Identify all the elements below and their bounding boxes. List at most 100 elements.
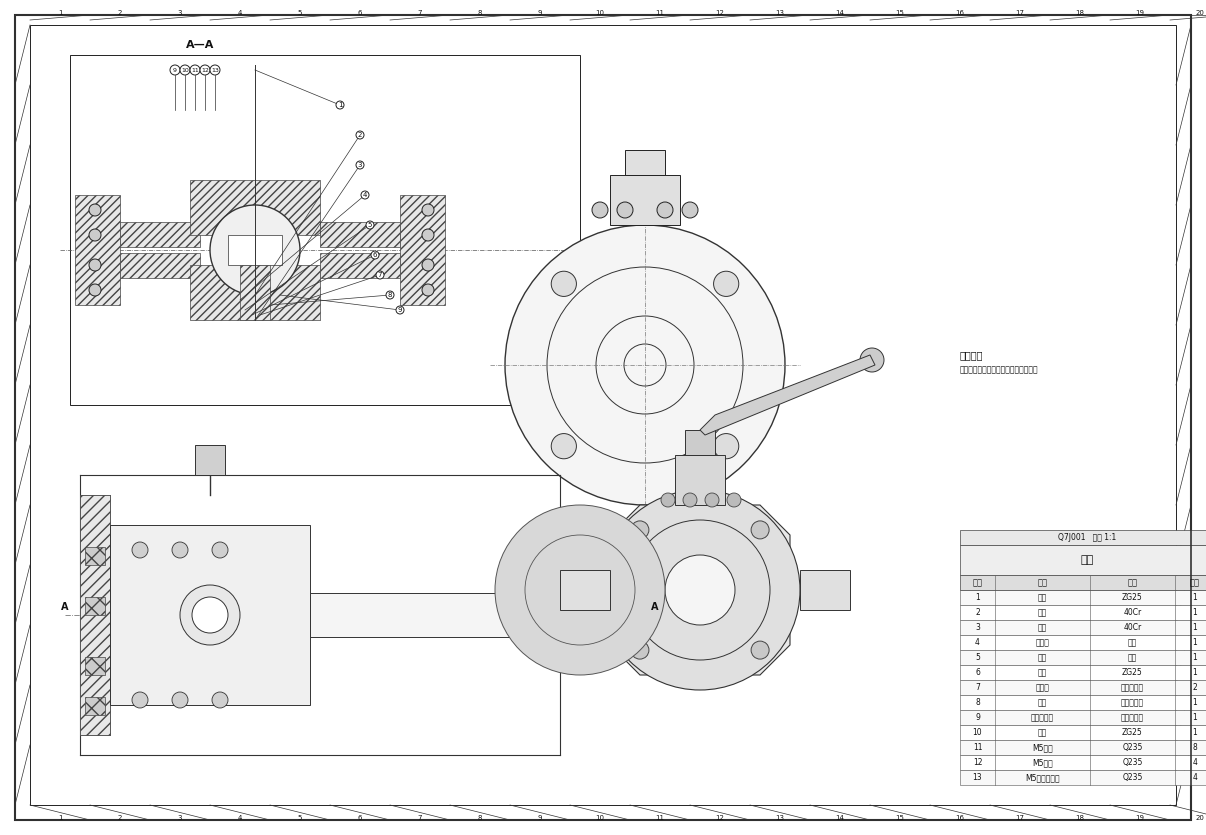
Circle shape (714, 433, 739, 458)
Text: 5: 5 (298, 815, 303, 821)
Circle shape (371, 251, 379, 259)
Circle shape (376, 271, 384, 279)
Text: 3: 3 (976, 623, 980, 632)
Text: ZG25: ZG25 (1122, 668, 1143, 677)
Circle shape (714, 271, 739, 296)
Text: 聚四氟乙烯: 聚四氟乙烯 (1120, 713, 1144, 722)
Bar (960, 725, 1206, 740)
Circle shape (396, 306, 404, 314)
Text: 13: 13 (775, 815, 784, 821)
Circle shape (170, 65, 180, 75)
Circle shape (706, 493, 719, 507)
Text: 1: 1 (1193, 593, 1198, 602)
Circle shape (683, 493, 697, 507)
Bar (675, 455, 725, 505)
Text: 19: 19 (1136, 10, 1144, 16)
Text: 4: 4 (363, 192, 367, 198)
Circle shape (89, 229, 101, 241)
Text: A—A: A—A (186, 40, 215, 50)
Text: 20: 20 (1195, 10, 1205, 16)
Circle shape (592, 202, 608, 218)
Text: 15: 15 (896, 815, 904, 821)
Bar (960, 755, 1206, 770)
Text: M5内六角耶栋: M5内六角耶栋 (1025, 773, 1060, 782)
Circle shape (336, 101, 344, 109)
Circle shape (131, 542, 148, 558)
Text: Q7J001   比例 1:1: Q7J001 比例 1:1 (1059, 533, 1117, 542)
Text: 材料: 材料 (1128, 638, 1137, 647)
Circle shape (172, 692, 188, 708)
Text: 12: 12 (715, 815, 725, 821)
Text: 3: 3 (177, 815, 182, 821)
Text: 2: 2 (976, 608, 979, 617)
Polygon shape (699, 355, 876, 435)
Text: 1: 1 (1193, 728, 1198, 737)
Bar (960, 545, 1206, 575)
Text: Q235: Q235 (1123, 743, 1143, 752)
Text: 7: 7 (976, 683, 980, 692)
Text: 序号: 序号 (972, 578, 983, 587)
Circle shape (361, 191, 369, 199)
Text: 4: 4 (1193, 773, 1198, 782)
Text: 40Cr: 40Cr (1123, 623, 1142, 632)
Text: 10: 10 (181, 68, 189, 73)
Bar (75, 195, 121, 305)
Text: 1: 1 (1193, 608, 1198, 617)
Text: 6: 6 (358, 10, 362, 16)
Circle shape (212, 542, 228, 558)
Circle shape (89, 284, 101, 296)
Text: 1: 1 (1193, 668, 1198, 677)
Text: 40Cr: 40Cr (1123, 608, 1142, 617)
Text: 11: 11 (973, 743, 982, 752)
Text: A: A (651, 602, 658, 612)
Text: 10: 10 (596, 10, 604, 16)
Circle shape (683, 202, 698, 218)
Bar (960, 605, 1206, 620)
Text: 18: 18 (1076, 815, 1084, 821)
Text: 1: 1 (1193, 638, 1198, 647)
Text: 13: 13 (211, 68, 219, 73)
Bar (960, 530, 1206, 545)
Text: 6: 6 (976, 668, 980, 677)
Text: 5: 5 (298, 10, 303, 16)
Circle shape (661, 493, 675, 507)
Text: M5螺栋: M5螺栋 (1032, 758, 1053, 767)
Text: 9: 9 (172, 68, 177, 73)
Bar (195, 445, 226, 475)
Text: 固定芒: 固定芒 (1036, 638, 1049, 647)
Circle shape (210, 65, 219, 75)
Text: 2: 2 (118, 10, 122, 16)
Circle shape (200, 65, 210, 75)
Bar (560, 570, 610, 610)
Text: 1: 1 (976, 593, 979, 602)
Bar (960, 635, 1206, 650)
Circle shape (422, 204, 434, 216)
Circle shape (422, 229, 434, 241)
Circle shape (601, 490, 800, 690)
Text: 阀杆: 阀杆 (1038, 623, 1047, 632)
Text: 阀球: 阀球 (1038, 608, 1047, 617)
Text: 19: 19 (1136, 815, 1144, 821)
Text: A: A (62, 602, 69, 612)
Text: 17: 17 (1015, 10, 1025, 16)
Text: 12: 12 (201, 68, 209, 73)
Circle shape (631, 641, 649, 659)
Text: 14: 14 (836, 815, 844, 821)
Text: 1: 1 (1193, 713, 1198, 722)
Text: 10: 10 (973, 728, 983, 737)
Text: 7: 7 (377, 272, 382, 278)
Bar (960, 740, 1206, 755)
Text: 9: 9 (976, 713, 980, 722)
Text: 4: 4 (238, 10, 242, 16)
Text: 1: 1 (1193, 698, 1198, 707)
Text: 球阀: 球阀 (1081, 555, 1094, 565)
Text: 7: 7 (417, 815, 422, 821)
Circle shape (551, 271, 576, 296)
Text: ZG25: ZG25 (1122, 728, 1143, 737)
Circle shape (422, 284, 434, 296)
Bar (685, 430, 715, 455)
Circle shape (131, 692, 148, 708)
Text: 材料: 材料 (1128, 578, 1137, 587)
Text: 3: 3 (358, 162, 362, 168)
Text: 12: 12 (715, 10, 725, 16)
